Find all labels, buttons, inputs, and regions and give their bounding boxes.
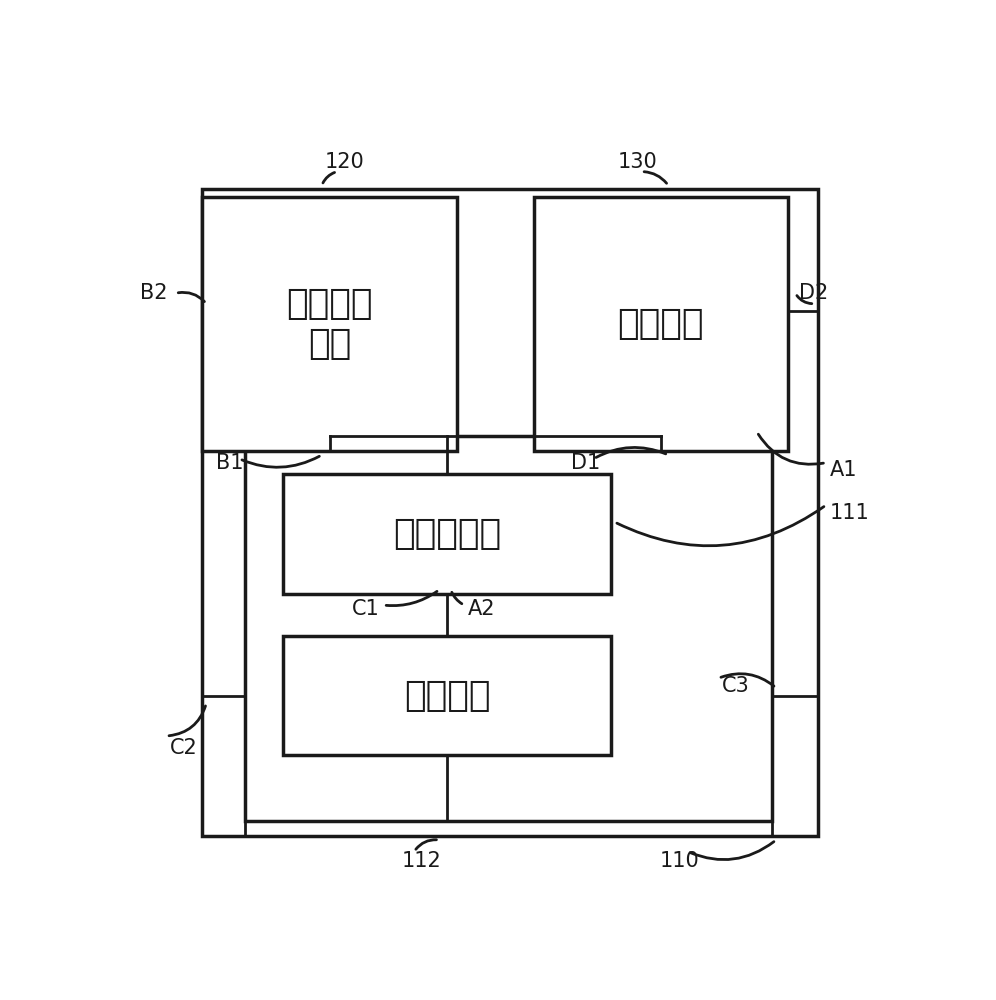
Text: B2: B2 <box>140 283 167 303</box>
Text: B1: B1 <box>216 453 244 473</box>
FancyArrowPatch shape <box>690 842 774 860</box>
Bar <box>283 474 611 594</box>
Bar <box>202 189 819 836</box>
Text: 110: 110 <box>660 851 700 871</box>
Text: 电源单元: 电源单元 <box>403 679 490 713</box>
Text: 控制板单元: 控制板单元 <box>392 517 501 551</box>
FancyArrowPatch shape <box>323 172 335 183</box>
Text: C3: C3 <box>722 676 750 696</box>
FancyArrowPatch shape <box>242 456 320 467</box>
FancyArrowPatch shape <box>797 296 812 304</box>
Text: D2: D2 <box>799 283 829 303</box>
Text: C1: C1 <box>352 599 379 619</box>
FancyArrowPatch shape <box>758 434 824 464</box>
Bar <box>245 436 772 821</box>
Text: A2: A2 <box>468 599 496 619</box>
FancyArrowPatch shape <box>178 292 204 302</box>
Text: 112: 112 <box>402 851 442 871</box>
Text: A1: A1 <box>830 460 858 480</box>
Bar <box>202 197 456 451</box>
FancyArrowPatch shape <box>452 592 462 604</box>
Text: 111: 111 <box>830 503 870 523</box>
Bar <box>283 636 611 755</box>
FancyArrowPatch shape <box>416 840 436 849</box>
FancyArrowPatch shape <box>644 172 666 183</box>
Text: 130: 130 <box>618 152 657 172</box>
Text: 介质发生
模块: 介质发生 模块 <box>286 287 373 361</box>
Text: C2: C2 <box>170 738 198 758</box>
FancyArrowPatch shape <box>596 447 665 457</box>
FancyArrowPatch shape <box>386 591 437 606</box>
FancyArrowPatch shape <box>617 507 824 546</box>
FancyArrowPatch shape <box>169 706 205 736</box>
Text: D1: D1 <box>571 453 600 473</box>
Text: 120: 120 <box>325 152 365 172</box>
FancyArrowPatch shape <box>721 674 774 686</box>
Text: 投影模块: 投影模块 <box>618 307 704 341</box>
Bar <box>534 197 788 451</box>
